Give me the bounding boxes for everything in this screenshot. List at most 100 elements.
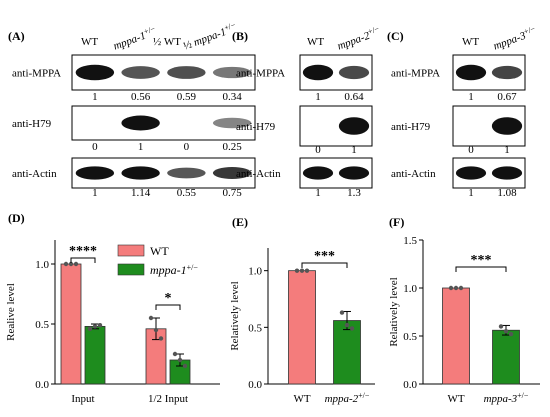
data-point [453, 285, 459, 291]
blot-row-label: anti-MPPA [12, 68, 61, 80]
bar [442, 287, 470, 385]
data-point [304, 268, 310, 273]
blot-band [167, 66, 206, 79]
blot-band [75, 166, 115, 180]
blot-row-label: anti-Actin [12, 168, 57, 180]
panel-label: (A) [8, 29, 25, 43]
blot-band [302, 64, 334, 81]
x-tick-label: WT [447, 393, 464, 405]
data-point [299, 268, 305, 273]
band-value: 0 [468, 144, 474, 156]
band-value: 0.59 [177, 91, 197, 103]
data-point [458, 285, 464, 291]
significance-label: **** [69, 244, 97, 259]
data-point [448, 285, 454, 291]
panel-label: (F) [389, 215, 404, 229]
blot-band [338, 166, 370, 180]
significance-bracket [455, 266, 507, 272]
lane-label: WT [307, 36, 324, 48]
blot-band [167, 167, 206, 179]
band-value: 1.3 [347, 187, 361, 199]
blot-band [491, 166, 523, 180]
data-point [294, 268, 300, 273]
y-tick-label: 0.0 [248, 379, 262, 391]
bar [84, 325, 106, 385]
blot-band [338, 65, 370, 80]
data-point [339, 310, 345, 315]
lane-label: WT [81, 36, 98, 48]
blot-band [491, 117, 523, 135]
bar-chart-2: (E) 0.0 0.5 1.0 Relatively level WT mppa-2+/− *… [229, 215, 375, 405]
y-axis-title: Relatively level [388, 277, 400, 346]
data-point [87, 326, 93, 331]
bar [333, 320, 361, 385]
blot-band [212, 66, 252, 79]
band-value: 1 [468, 187, 474, 199]
blot-band [121, 166, 160, 180]
legend-label: WT [150, 244, 169, 258]
band-value: 1 [504, 144, 510, 156]
panel-label: (B) [232, 29, 248, 43]
y-tick-label: 0.5 [403, 331, 417, 343]
band-value: 0.55 [177, 187, 197, 199]
band-value: 1 [315, 187, 321, 199]
data-point [349, 326, 355, 331]
bar-chart-1: (D) 0.0 0.5 1.0 Realive level Input 1/2 Input *… [5, 211, 220, 405]
y-tick-label: 1.0 [403, 283, 417, 295]
significance-label: * [165, 291, 172, 306]
y-tick-label: 0.0 [35, 379, 49, 391]
blot-band [75, 64, 115, 81]
bar-chart-3: (F) 0.0 0.5 1.0 1.5 Relatively level WT mppa-3+… [388, 215, 540, 405]
band-value: 0.67 [497, 91, 517, 103]
y-tick-label: 1.0 [35, 259, 49, 271]
band-value: 1 [138, 141, 144, 153]
x-tick-label: WT [293, 393, 310, 405]
panel-label: (C) [387, 29, 404, 43]
y-tick-label: 0.5 [248, 322, 262, 334]
data-point [344, 322, 350, 328]
blot-band [212, 167, 252, 179]
data-point [148, 315, 154, 321]
blot-band [121, 66, 160, 79]
band-value: 1 [92, 187, 98, 199]
y-axis-title: Relatively level [229, 281, 241, 350]
band-value: 1 [351, 144, 357, 156]
blot-row-label: anti-Actin [391, 168, 436, 180]
band-value: 0.56 [131, 91, 151, 103]
data-point [73, 261, 79, 267]
data-point [97, 323, 103, 328]
data-point [172, 351, 178, 357]
panel-label: (D) [8, 211, 25, 225]
lane-label: mppa-3+/− [491, 23, 539, 52]
blot-row-label: anti-H79 [236, 121, 276, 133]
data-point [498, 324, 504, 329]
blot-band [302, 166, 334, 180]
y-tick-label: 1.0 [248, 266, 262, 278]
band-value: 0.34 [223, 91, 243, 103]
y-axis-title: Realive level [5, 283, 17, 341]
lane-label: mppa-1+/− [111, 23, 159, 52]
data-point [153, 327, 159, 333]
significance-bracket [70, 257, 96, 263]
blot-row-label: anti-H79 [12, 118, 52, 130]
bar [60, 263, 82, 385]
data-point [508, 331, 514, 337]
band-value: 1.14 [131, 187, 151, 199]
blot-row-label: anti-MPPA [236, 68, 285, 80]
band-value: 0 [315, 144, 321, 156]
band-value: 1 [468, 91, 474, 103]
significance-bracket [301, 262, 348, 268]
blot-band [121, 115, 160, 131]
band-value: 1 [92, 91, 98, 103]
band-value: 0.75 [223, 187, 243, 199]
blot-row-label: anti-MPPA [391, 68, 440, 80]
band-value: 0.64 [344, 91, 364, 103]
data-point [68, 261, 74, 267]
legend-swatch [117, 244, 145, 257]
lane-label: ½ mppa-1+/− [181, 20, 239, 53]
legend-label: mppa-1+/− [150, 263, 198, 278]
data-point [182, 363, 188, 369]
significance-label: *** [471, 253, 492, 268]
data-point [63, 261, 69, 267]
